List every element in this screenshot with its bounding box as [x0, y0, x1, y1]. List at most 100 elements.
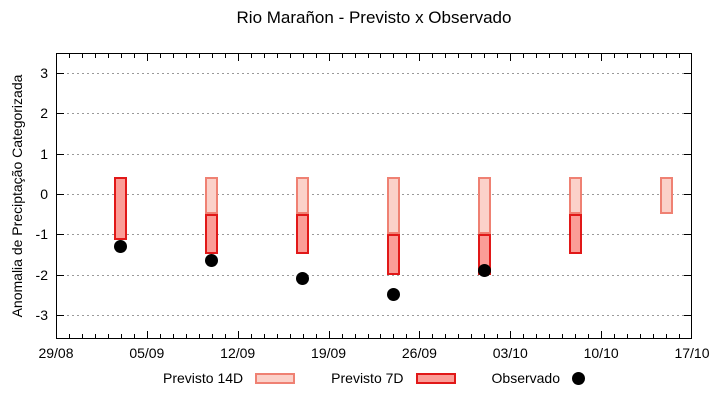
x-tick-label: 19/09	[311, 345, 347, 361]
x-tick-label: 17/10	[674, 345, 710, 361]
grid-line	[57, 315, 691, 316]
x-tick-mark	[303, 54, 304, 58]
x-tick-mark	[277, 334, 278, 338]
x-tick-mark	[121, 334, 122, 338]
x-tick-mark	[458, 334, 459, 338]
x-tick-mark	[510, 331, 511, 338]
x-tick-mark	[510, 54, 511, 61]
y-tick-mark	[684, 113, 691, 114]
x-tick-mark	[368, 54, 369, 58]
y-tick-label: 3	[40, 65, 48, 81]
x-tick-mark	[406, 54, 407, 58]
y-tick-label: 1	[40, 146, 48, 162]
x-tick-mark	[173, 54, 174, 58]
y-tick-mark	[57, 315, 64, 316]
observado-dot	[386, 288, 400, 302]
y-tick-mark	[57, 194, 64, 195]
observado-dot	[477, 264, 491, 278]
x-tick-mark	[264, 54, 265, 58]
grid-line	[57, 113, 691, 114]
x-tick-mark	[251, 334, 252, 338]
legend-label: Previsto 14D	[163, 370, 244, 386]
x-tick-mark	[108, 54, 109, 58]
x-tick-mark	[523, 334, 524, 338]
y-tick-mark	[684, 234, 691, 235]
y-tick-label: -3	[35, 307, 48, 323]
x-tick-mark	[380, 334, 381, 338]
x-tick-mark	[601, 54, 602, 61]
y-tick-mark	[684, 315, 691, 316]
x-tick-mark	[316, 54, 317, 58]
bar-previsto-14d	[205, 176, 219, 215]
x-tick-mark	[199, 54, 200, 58]
x-tick-mark	[614, 54, 615, 58]
x-tick-mark	[251, 54, 252, 58]
bar-previsto-7d	[114, 176, 128, 241]
y-tick-mark	[684, 194, 691, 195]
x-tick-mark	[290, 334, 291, 338]
legend-label: Previsto 7D	[331, 370, 404, 386]
x-tick-mark	[471, 334, 472, 338]
legend: Previsto 14D Previsto 7D Observado	[56, 365, 692, 391]
x-tick-mark	[238, 54, 239, 61]
observado-dot	[296, 272, 310, 286]
x-tick-mark	[329, 331, 330, 338]
x-tick-mark	[108, 334, 109, 338]
bar-previsto-14d	[659, 176, 673, 215]
bar-previsto-7d	[568, 214, 582, 255]
legend-item: Previsto 7D	[331, 370, 456, 386]
x-tick-mark	[562, 334, 563, 338]
x-tick-mark	[640, 334, 641, 338]
x-tick-mark	[147, 54, 148, 61]
x-tick-mark	[679, 54, 680, 58]
x-tick-mark	[588, 334, 589, 338]
chart-title: Rio Marañon - Previsto x Observado	[236, 8, 512, 27]
grid-line	[57, 234, 691, 235]
x-tick-mark	[199, 334, 200, 338]
x-tick-mark	[95, 54, 96, 58]
grid-line	[57, 154, 691, 155]
y-tick-label: -2	[35, 267, 48, 283]
x-tick-mark	[614, 334, 615, 338]
x-tick-mark	[536, 54, 537, 58]
x-tick-mark	[549, 54, 550, 58]
plot-area	[56, 53, 692, 339]
legend-label: Observado	[491, 370, 560, 386]
x-tick-mark	[471, 54, 472, 58]
x-tick-mark	[342, 54, 343, 58]
x-tick-mark	[82, 334, 83, 338]
x-tick-mark	[653, 54, 654, 58]
x-tick-mark	[627, 334, 628, 338]
x-tick-mark	[432, 54, 433, 58]
x-tick-mark	[212, 54, 213, 58]
x-tick-mark	[562, 54, 563, 58]
y-tick-mark	[684, 275, 691, 276]
bar-previsto-14d	[477, 176, 491, 235]
x-tick-mark	[368, 334, 369, 338]
x-tick-mark	[497, 54, 498, 58]
x-tick-mark	[238, 331, 239, 338]
x-tick-mark	[523, 54, 524, 58]
legend-dot-icon	[572, 371, 585, 385]
x-tick-mark	[666, 54, 667, 58]
x-tick-mark	[342, 334, 343, 338]
bar-previsto-7d	[205, 214, 219, 255]
x-tick-mark	[160, 334, 161, 338]
x-tick-mark	[121, 54, 122, 58]
bar-previsto-14d	[568, 176, 582, 215]
bar-previsto-14d	[386, 176, 400, 235]
x-tick-mark	[380, 54, 381, 58]
bar-previsto-7d	[296, 214, 310, 255]
x-tick-mark	[173, 334, 174, 338]
x-tick-mark	[549, 334, 550, 338]
x-tick-mark	[679, 334, 680, 338]
x-tick-mark	[653, 334, 654, 338]
legend-item: Previsto 14D	[163, 370, 296, 386]
x-tick-mark	[627, 54, 628, 58]
x-tick-mark	[666, 334, 667, 338]
y-tick-mark	[57, 275, 64, 276]
x-tick-mark	[160, 54, 161, 58]
x-tick-mark	[393, 334, 394, 338]
observado-dot	[205, 253, 219, 267]
